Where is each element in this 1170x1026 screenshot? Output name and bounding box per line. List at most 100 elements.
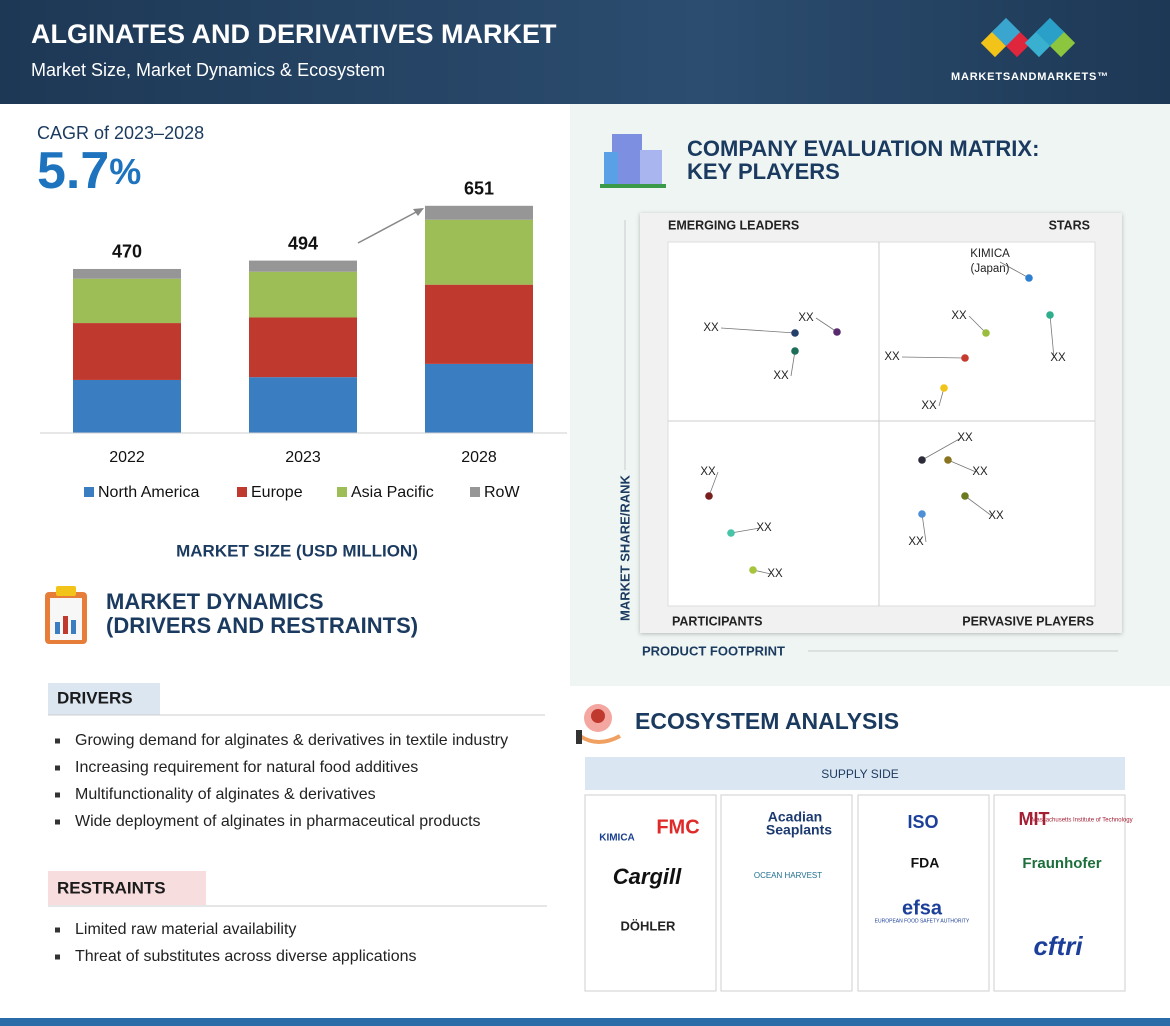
company-dot [961,354,969,362]
company-label: XX [908,536,924,548]
bullet [55,819,60,825]
lists: Growing demand for alginates & derivativ… [55,732,508,965]
legend-label: Asia Pacific [351,484,434,501]
legend-label: RoW [484,484,520,501]
company-label: XX [972,466,988,478]
matrix-area [667,241,1096,607]
bar-segment [73,379,181,433]
company-dot [791,347,799,355]
leader-line [968,315,987,334]
restraints-tab [48,871,206,905]
dynamics-title: (DRIVERS AND RESTRAINTS) [106,613,418,638]
ecosystem-logo: DÖHLER [621,918,677,933]
ecosystem-logo: EUROPEAN FOOD SAFETY AUTHORITY [875,918,970,924]
supply-label: SUPPLY SIDE [821,767,899,781]
leader-line [708,471,719,497]
bar-segment [73,268,181,279]
ecosystem-logo: Seaplants [766,822,832,838]
ecosystem-logo: efsa [902,897,943,919]
company-dot [705,492,713,500]
ecosystem-logo: KIMICA [599,833,635,844]
ecosystem-title: ECOSYSTEM ANALYSIS [635,708,899,734]
bar-segment [249,260,357,272]
bullet [55,792,60,798]
leader-line [999,261,1030,279]
cagr-label: CAGR of 2023–2028 [37,123,204,143]
list-item: Wide deployment of alginates in pharmace… [75,813,481,830]
cagr-unit: % [109,151,141,192]
ecosystem-column [720,794,853,992]
leader-line [921,437,962,461]
ecosystem-logo: FDA [911,855,940,871]
leader-line [790,350,796,377]
leader-line [921,513,927,543]
company-dot [791,329,799,337]
total-label: 470 [112,242,142,262]
company-dot [918,510,926,518]
list-item: Multifunctionality of alginates & deriva… [75,786,376,803]
company-dot [1046,311,1054,319]
footer-stripe [0,1018,1170,1026]
ecosystem-logo: Cargill [613,864,682,889]
legend-swatch [84,487,94,497]
x-axis-label: PRODUCT FOOTPRINT [642,643,785,658]
company-label: XX [756,522,772,534]
quadrant-label: EMERGING LEADERS [668,218,799,232]
company-label: XX [767,568,783,580]
list-item: Growing demand for alginates & derivativ… [75,732,508,749]
restraints-label: RESTRAINTS [57,878,166,897]
bar-segment [425,205,533,220]
ecosystem-column [993,794,1126,992]
company-label: KIMICA [970,248,1010,260]
legend-swatch [470,487,480,497]
company-dot [749,566,757,574]
drivers-label: DRIVERS [57,688,133,707]
header [0,0,1170,104]
arrow-head [413,208,424,216]
matrix-title: KEY PLAYERS [687,159,840,184]
bar-segment [425,363,533,433]
company-label: XX [703,322,719,334]
brand-logo [980,17,1076,58]
legend-label: Europe [251,484,303,501]
leader-line [947,459,977,473]
quadrant-label: PERVASIVE PLAYERS [962,614,1094,628]
company-dot [961,492,969,500]
bullet [55,927,60,933]
supply-bar [585,757,1125,790]
leader-line [815,317,838,333]
company-label: XX [951,310,967,322]
bar-segment [425,219,533,285]
company-label: XX [773,370,789,382]
company-dot [833,328,841,336]
ecosystem-logo: Acadian [768,809,822,825]
x-tick-label: 2023 [285,449,321,466]
company-sublabel: (Japan) [971,263,1010,275]
quadrant-label: PARTICIPANTS [672,614,763,628]
drivers-tab [48,683,160,715]
bar-segment [249,377,357,433]
bullet [55,954,60,960]
legend-label: North America [98,484,199,501]
bar-segment [425,284,533,364]
company-dot [1025,274,1033,282]
x-tick-label: 2028 [461,449,497,466]
total-label: 651 [464,179,494,199]
building-icon [600,134,666,188]
matrix-points: KIMICA (Japan) XX XX XX XX XX XX XX XX XX XX XX XX XX X… [700,248,1066,580]
company-label: XX [798,312,814,324]
dynamics-title: MARKET DYNAMICS [106,589,324,614]
ecosystem-icon [576,704,621,744]
ecosystem-column [584,794,717,992]
x-tick-label: 2022 [109,449,145,466]
ecosystem-logo: FMC [656,816,699,838]
growth-arrow [357,209,421,244]
matrix-title: COMPANY EVALUATION MATRIX: [687,136,1039,161]
ecosystem-logo: ISO [907,812,938,832]
company-dot [940,384,948,392]
leader-line [720,327,796,334]
chart-title: MARKET SIZE (USD MILLION) [176,541,418,560]
company-dot [727,529,735,537]
